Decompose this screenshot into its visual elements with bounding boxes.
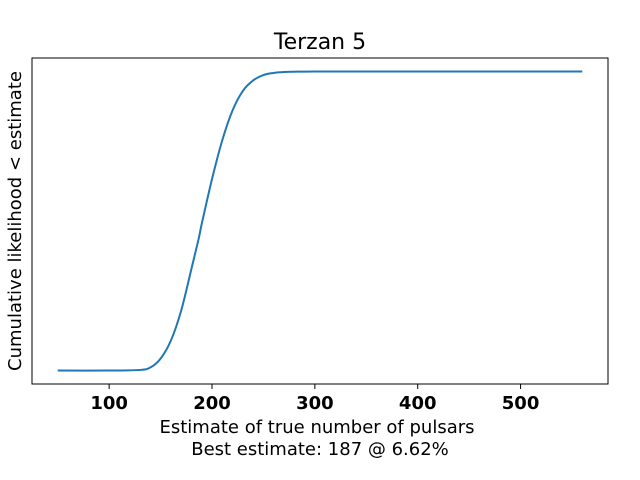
y-axis-label: Cumulative likelihood < estimate [5, 71, 26, 371]
x-axis-sublabel: Best estimate: 187 @ 6.62% [191, 439, 449, 460]
plot-area-frame [31, 57, 609, 385]
x-axis-label: Estimate of true number of pulsars [159, 417, 474, 438]
x-tick-label: 300 [296, 393, 334, 414]
x-tick-label: 100 [90, 393, 128, 414]
chart-title: Terzan 5 [273, 30, 366, 55]
x-tick-label: 400 [399, 393, 437, 414]
series-line [57, 70, 583, 372]
x-tick-label: 500 [502, 393, 540, 414]
x-tick-label: 200 [193, 393, 231, 414]
x-axis-ticks: 100 200 300 400 500 [90, 384, 539, 414]
